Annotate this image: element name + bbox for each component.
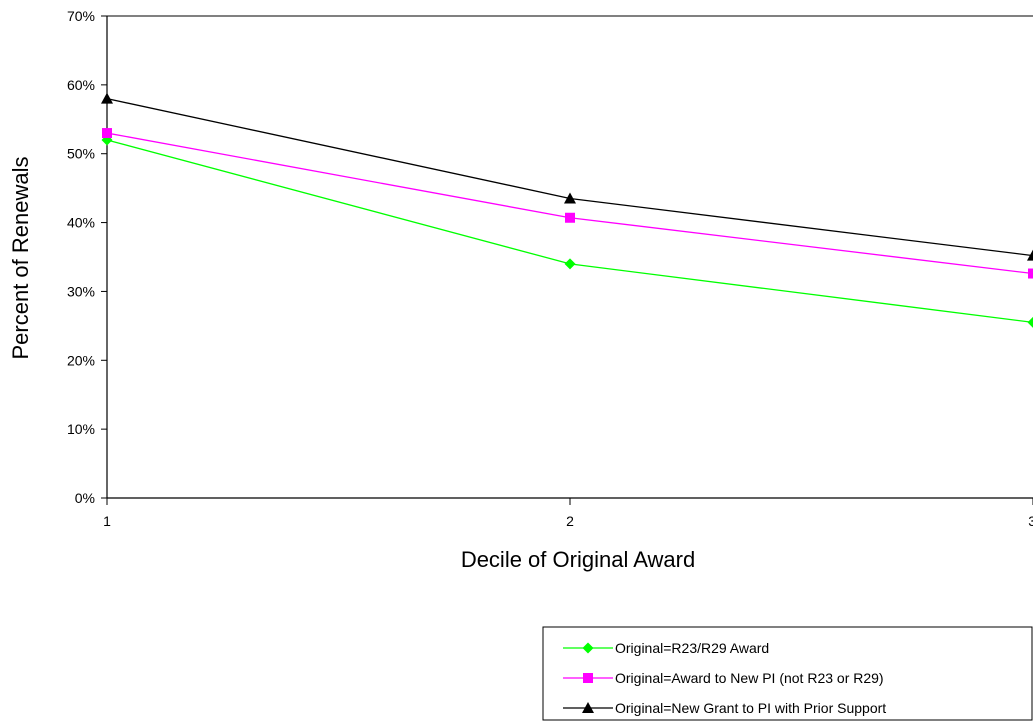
series-3: [101, 92, 1033, 261]
data-point: [102, 128, 112, 139]
series-line: [106, 139, 1033, 324]
legend-marker: [583, 673, 593, 683]
y-tick-label: 0%: [75, 490, 95, 506]
y-tick-label: 50%: [67, 146, 95, 162]
y-tick-label: 10%: [67, 421, 95, 437]
data-point: [564, 258, 576, 270]
data-point: [1028, 268, 1033, 279]
x-tick-label: 2: [566, 513, 574, 529]
legend-marker: [582, 642, 594, 654]
data-point: [101, 92, 113, 104]
legend-item: Original=New Grant to PI with Prior Supp…: [563, 700, 886, 716]
legend-item: Original=R23/R29 Award: [563, 640, 769, 656]
legend-box: [542, 626, 1033, 721]
y-tick-label: 30%: [67, 283, 95, 299]
legend-marker: [582, 702, 594, 713]
x-axis-title: Decile of Original Award: [461, 547, 695, 572]
data-point: [1027, 249, 1033, 261]
y-axis: 0% 10% 20% 30% 40% 50% 60% 70%: [67, 8, 107, 506]
legend: Original=R23/R29 Award Original=Award to …: [542, 626, 1033, 721]
x-axis: 1 2 3: [103, 498, 1033, 529]
legend-label: Original=New Grant to PI with Prior Supp…: [615, 700, 886, 716]
y-axis-title: Percent of Renewals: [8, 157, 33, 360]
data-point: [565, 212, 575, 223]
data-point: [1027, 316, 1033, 328]
legend-item: Original=Award to New PI (not R23 or R29…: [563, 670, 884, 686]
series-1: [101, 134, 1033, 328]
x-tick-label: 3: [1028, 513, 1033, 529]
legend-label: Original=Award to New PI (not R23 or R29…: [615, 670, 884, 686]
data-point: [564, 192, 576, 204]
y-tick-label: 70%: [67, 8, 95, 24]
y-tick-label: 60%: [67, 77, 95, 93]
y-tick-label: 20%: [67, 352, 95, 368]
series-2: [102, 128, 1033, 279]
series-layer: [101, 92, 1033, 328]
x-tick-label: 1: [103, 513, 111, 529]
legend-label: Original=R23/R29 Award: [615, 640, 769, 656]
y-tick-label: 40%: [67, 215, 95, 231]
